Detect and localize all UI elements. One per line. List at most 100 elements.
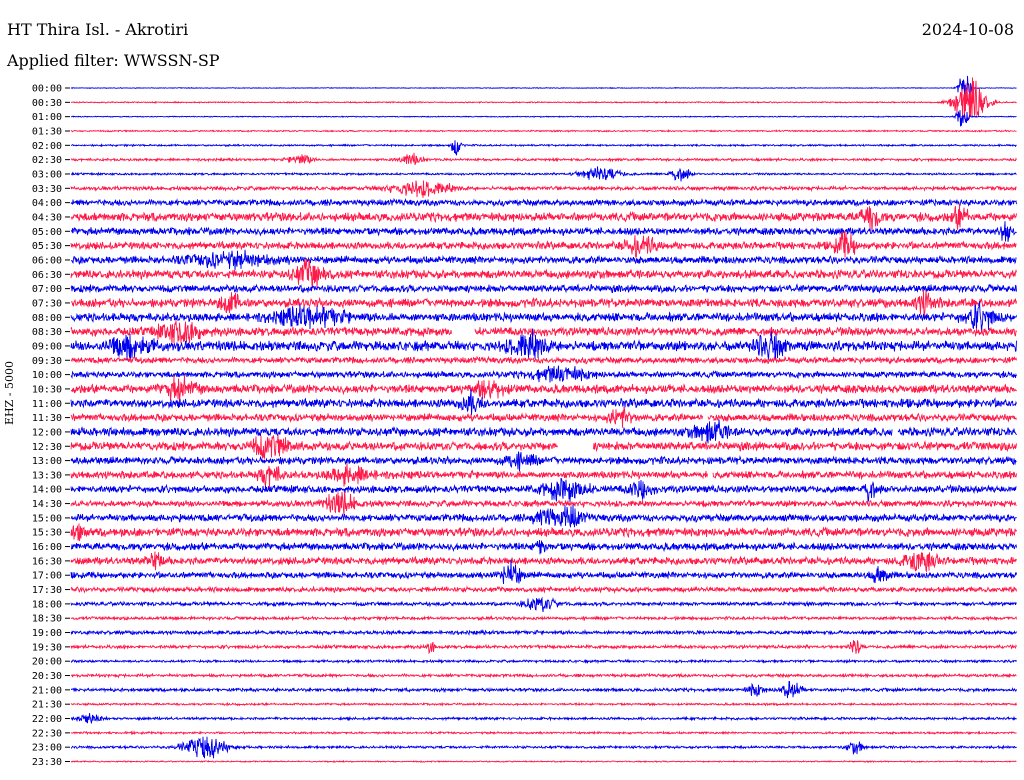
seismic-trace-row: [70, 596, 1017, 613]
row-time-label: 05:00: [32, 227, 62, 238]
row-time-label: 15:00: [32, 513, 62, 524]
row-time-label: 02:30: [32, 155, 62, 166]
row-time-label: 11:00: [32, 399, 62, 410]
row-time-label: 06:00: [32, 255, 62, 266]
row-time-label: 19:00: [32, 628, 62, 639]
row-time-label: 20:30: [32, 671, 62, 682]
seismic-trace-row: [70, 730, 1017, 736]
row-time-label: 08:00: [32, 313, 62, 324]
row-time-label: 04:00: [32, 198, 62, 209]
seismic-trace-row: [70, 249, 1017, 271]
row-time-label: 01:00: [32, 112, 62, 123]
row-time-label: 14:00: [32, 485, 62, 496]
seismic-trace-row: [70, 523, 1017, 542]
row-time-label: 16:00: [32, 542, 62, 553]
seismic-trace-row: [71, 77, 1017, 120]
row-time-label: 03:00: [32, 169, 62, 180]
row-time-label: 20:00: [32, 657, 62, 668]
row-time-label: 07:00: [32, 284, 62, 295]
date-label: 2024-10-08: [921, 20, 1014, 39]
seismic-trace-row: [70, 180, 1017, 198]
row-time-label: 21:30: [32, 700, 62, 711]
seismic-trace-row: [70, 736, 1017, 759]
seismic-trace-row: [70, 491, 1017, 516]
filter-label: Applied filter: WWSSN-SP: [7, 51, 220, 70]
row-time-label: 22:30: [32, 728, 62, 739]
seismic-trace-row: [70, 355, 1017, 365]
seismic-trace-row: [70, 328, 1017, 361]
seismic-trace-row: [71, 140, 1017, 156]
seismic-trace-row: [70, 559, 1017, 585]
station-title: HT Thira Isl. - Akrotiri: [7, 20, 189, 39]
seismic-trace-row: [70, 197, 1017, 208]
row-time-label: 17:00: [32, 571, 62, 582]
seismic-trace-row: [70, 504, 1017, 528]
row-time-label: 17:30: [32, 585, 62, 596]
seismic-trace-row: [70, 585, 1017, 594]
row-time-label: 15:30: [32, 528, 62, 539]
seismic-trace-row: [70, 640, 1017, 655]
row-time-label: 09:00: [32, 341, 62, 352]
seismic-trace-row: [70, 289, 1017, 318]
row-time-label: 04:30: [32, 212, 62, 223]
row-time-label: 05:30: [32, 241, 62, 252]
row-time-label: 21:00: [32, 685, 62, 696]
row-time-label: 08:30: [32, 327, 62, 338]
seismic-trace-row: [70, 713, 1017, 725]
row-time-label: 16:30: [32, 556, 62, 567]
seismic-trace-row: [71, 166, 1017, 182]
seismic-trace-row: [70, 129, 1017, 133]
seismic-trace-row: [70, 629, 1017, 637]
seismic-trace-row: [70, 419, 1017, 444]
seismic-trace-row: [70, 365, 1017, 383]
seismic-trace-row: [70, 283, 1017, 294]
seismic-trace-row: [70, 434, 1017, 460]
row-time-label: 10:30: [32, 384, 62, 395]
seismic-trace-row: [70, 320, 1017, 346]
seismic-trace-row: [70, 614, 1017, 622]
row-time-label: 03:30: [32, 184, 62, 195]
seismic-trace-row: [70, 463, 1017, 489]
seismic-trace-row: [70, 301, 1017, 333]
row-time-label: 01:30: [32, 126, 62, 137]
seismic-trace-row: [70, 672, 1017, 679]
row-time-label: 13:00: [32, 456, 62, 467]
seismic-trace-row: [70, 759, 1017, 764]
row-time-label: 12:00: [32, 427, 62, 438]
row-time-label: 00:00: [32, 84, 62, 95]
seismic-trace-row: [70, 680, 1017, 699]
row-time-label: 09:30: [32, 356, 62, 367]
seismic-trace-row: [70, 389, 1017, 416]
row-time-label: 18:30: [32, 614, 62, 625]
row-time-label: 22:00: [32, 714, 62, 725]
seismic-trace-row: [70, 477, 1017, 503]
row-time-label: 06:30: [32, 270, 62, 281]
row-time-label: 11:30: [32, 413, 62, 424]
seismic-trace-row: [71, 110, 1017, 127]
row-time-label: 18:00: [32, 599, 62, 610]
row-time-label: 10:00: [32, 370, 62, 381]
seismic-trace-row: [70, 551, 1017, 573]
seismic-trace-row: [70, 701, 1017, 707]
row-time-label: 02:00: [32, 141, 62, 152]
seismic-trace-row: [70, 75, 1017, 102]
row-time-label: 00:30: [32, 98, 62, 109]
seismic-trace-row: [70, 658, 1017, 665]
seismic-trace-row: [70, 406, 1017, 428]
seismic-trace-row: [70, 451, 1017, 472]
seismic-trace-row: [70, 258, 1017, 289]
seismic-trace-row: [70, 539, 1017, 555]
row-time-label: 19:30: [32, 642, 62, 653]
row-time-label: 14:30: [32, 499, 62, 510]
seismic-trace-row: [70, 203, 1017, 234]
row-time-label: 23:30: [32, 757, 62, 768]
row-time-label: 12:30: [32, 442, 62, 453]
row-time-label: 23:00: [32, 743, 62, 754]
seismic-trace-row: [71, 374, 1017, 403]
seismic-trace-row: [71, 152, 1017, 166]
seismic-trace-row: [70, 231, 1017, 259]
seismic-trace-row: [70, 221, 1017, 242]
row-time-label: 07:30: [32, 298, 62, 309]
row-time-label: 13:30: [32, 470, 62, 481]
